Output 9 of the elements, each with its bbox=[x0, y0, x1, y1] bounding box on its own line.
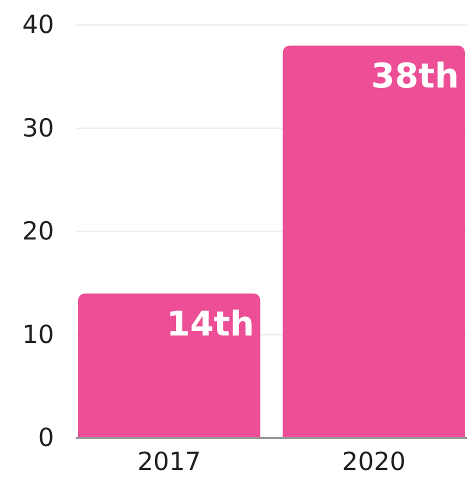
y-tick-label: 30 bbox=[22, 113, 54, 142]
y-tick-label: 20 bbox=[22, 216, 54, 246]
y-tick-label: 40 bbox=[22, 10, 54, 39]
y-tick-label: 0 bbox=[38, 423, 54, 452]
data-label: 38th bbox=[371, 56, 459, 97]
x-tick-label: 2020 bbox=[342, 446, 406, 476]
data-label: 14th bbox=[166, 304, 254, 344]
x-tick-label: 2017 bbox=[137, 446, 201, 476]
y-tick-label: 10 bbox=[22, 320, 54, 349]
